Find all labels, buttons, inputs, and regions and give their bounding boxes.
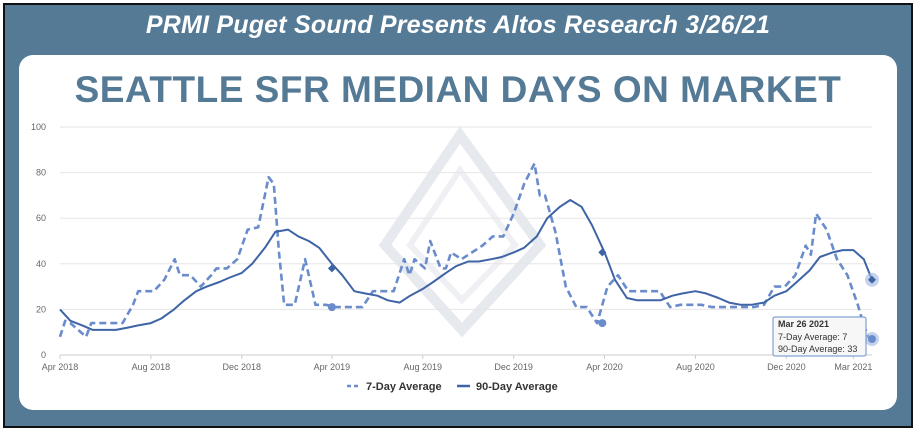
x-tick-label: Apr 2020: [586, 362, 623, 372]
marker-7-day: [868, 335, 876, 344]
chart-title: SEATTLE SFR MEDIAN DAYS ON MARKET: [74, 69, 842, 110]
y-tick-label: 80: [36, 168, 46, 178]
watermark-outer: [378, 126, 547, 338]
legend-label-7-day: 7-Day Average: [366, 381, 442, 393]
series-line-7-day: [58, 162, 873, 341]
marker-90-day: [327, 264, 336, 273]
x-axis-ticks: Apr 2018 Aug 2018 Dec 2018 Apr 2019 Aug 2019…: [42, 355, 872, 372]
marker-90-day: [868, 275, 876, 284]
tooltip-line1: 7-Day Average: 7: [778, 332, 847, 342]
tooltip-box: [772, 316, 867, 357]
legend-label-90-day: 90-Day Average: [476, 381, 558, 393]
tooltip-date: Mar 26 2021: [778, 319, 829, 329]
tooltip-line2: 90-Day Average: 33: [778, 344, 857, 354]
legend: 7-Day Average 90-Day Average: [347, 381, 558, 393]
tooltip: Mar 26 2021 7-Day Average: 7 90-Day Averag…: [772, 316, 867, 357]
x-tick-label: Apr 2018: [42, 362, 79, 372]
x-tick-label: Mar 2021: [834, 362, 872, 372]
y-tick-label: 40: [36, 259, 46, 269]
highlight-markers: [327, 248, 879, 347]
gridlines: [60, 126, 872, 356]
chart-card: SEATTLE SFR MEDIAN DAYS ON MARKET: [19, 55, 897, 410]
x-tick-label: Dec 2019: [494, 362, 533, 372]
y-axis-ticks: 0 20 40 60 80 100: [31, 122, 46, 360]
watermark-inner: [406, 164, 519, 305]
marker-7-day: [598, 319, 607, 328]
watermark-logo: [378, 126, 547, 338]
x-tick-label: Aug 2018: [132, 362, 171, 372]
outer-frame: PRMI Puget Sound Presents Altos Research…: [3, 3, 913, 428]
y-tick-label: 20: [36, 304, 46, 314]
x-tick-label: Aug 2020: [676, 362, 715, 372]
marker-90-day: [598, 248, 607, 257]
series-lines: [58, 162, 873, 341]
x-tick-label: Dec 2018: [223, 362, 262, 372]
x-tick-label: Aug 2019: [404, 362, 443, 372]
y-tick-label: 100: [31, 122, 46, 132]
x-tick-label: Dec 2020: [767, 362, 806, 372]
series-line-90-day: [59, 199, 873, 331]
x-tick-label: Apr 2019: [314, 362, 351, 372]
y-tick-label: 60: [36, 213, 46, 223]
y-tick-label: 0: [41, 350, 46, 360]
marker-7-day: [327, 303, 336, 312]
header-title: PRMI Puget Sound Presents Altos Research…: [145, 11, 771, 39]
